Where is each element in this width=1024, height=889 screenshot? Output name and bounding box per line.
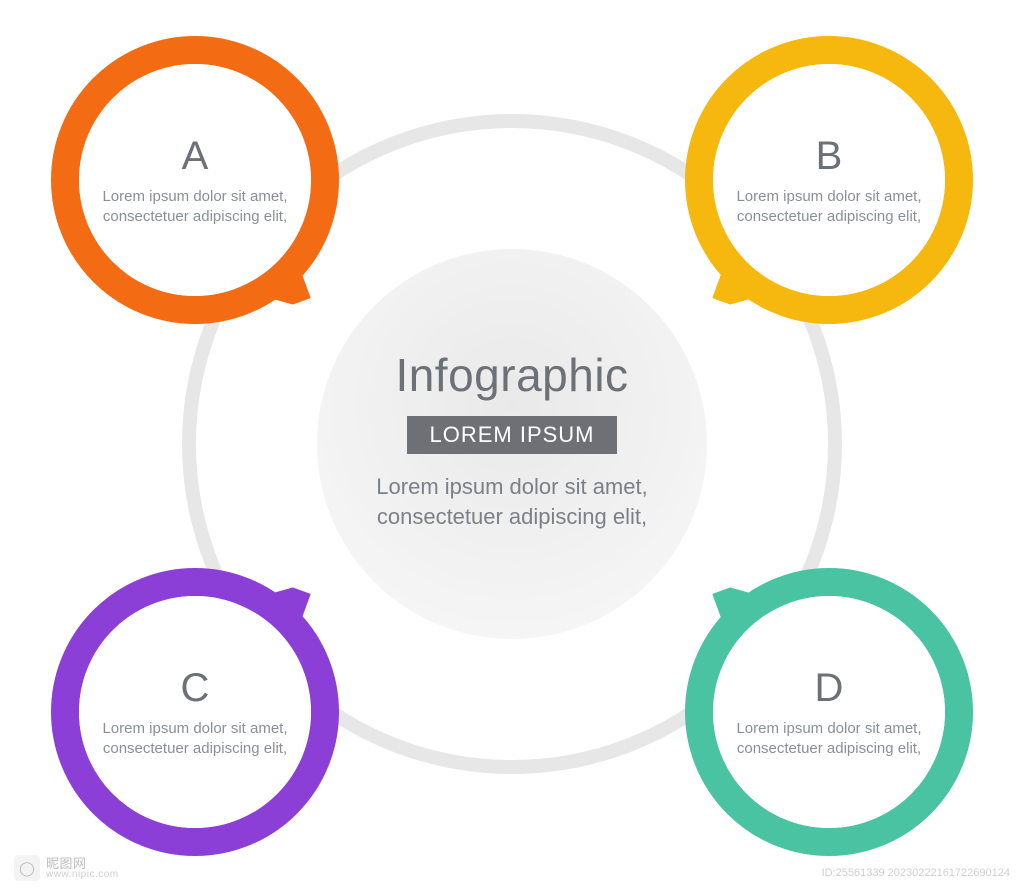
bubble-letter: A <box>182 134 209 179</box>
bubble-desc: Lorem ipsum dolor sit amet, consectetuer… <box>735 719 923 758</box>
center-title: Infographic <box>322 348 702 402</box>
center-text-block: Infographic LOREM IPSUM Lorem ipsum dolo… <box>322 348 702 531</box>
infographic-stage: Infographic LOREM IPSUM Lorem ipsum dolo… <box>0 0 1024 889</box>
bubble-d: D Lorem ipsum dolor sit amet, consectetue… <box>685 568 973 856</box>
bubble-desc: Lorem ipsum dolor sit amet, consectetuer… <box>101 187 289 226</box>
bubble-desc: Lorem ipsum dolor sit amet, consectetuer… <box>735 187 923 226</box>
bubble-inner: D Lorem ipsum dolor sit amet, consectetue… <box>713 596 945 828</box>
bubble-a: A Lorem ipsum dolor sit amet, consectetue… <box>51 36 339 324</box>
watermark-id: ID:25561339 20230222161722690124 <box>822 867 1010 879</box>
bubble-letter: C <box>181 666 210 711</box>
bubble-inner: A Lorem ipsum dolor sit amet, consectetue… <box>79 64 311 296</box>
bubble-inner: B Lorem ipsum dolor sit amet, consectetue… <box>713 64 945 296</box>
bubble-inner: C Lorem ipsum dolor sit amet, consectetue… <box>79 596 311 828</box>
watermark-domain: www.nipic.com <box>46 870 119 880</box>
watermark-left: ◯ 昵图网 www.nipic.com <box>14 855 119 881</box>
center-pill: LOREM IPSUM <box>407 416 616 454</box>
watermark-logo-icon: ◯ <box>14 855 40 881</box>
watermark-brand: 昵图网 <box>46 857 119 870</box>
center-body: Lorem ipsum dolor sit amet, consectetuer… <box>322 472 702 531</box>
bubble-c: C Lorem ipsum dolor sit amet, consectetue… <box>51 568 339 856</box>
bubble-desc: Lorem ipsum dolor sit amet, consectetuer… <box>101 719 289 758</box>
bubble-letter: D <box>815 666 844 711</box>
bubble-b: B Lorem ipsum dolor sit amet, consectetue… <box>685 36 973 324</box>
bubble-letter: B <box>816 134 843 179</box>
